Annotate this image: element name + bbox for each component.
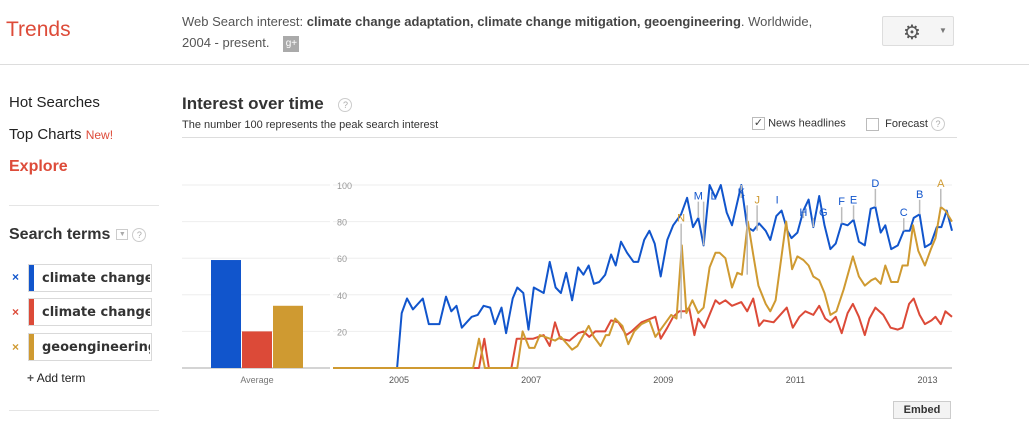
query-description: Web Search interest: climate change adap… (182, 11, 852, 53)
chevron-down-icon: ▼ (939, 26, 947, 35)
interest-over-time-title: Interest over time (182, 94, 324, 113)
series-line (333, 206, 953, 369)
nav-explore[interactable]: Explore (9, 158, 68, 175)
news-annotation-marker: K (738, 187, 746, 199)
average-bar (273, 305, 303, 368)
y-tick-label: 40 (337, 291, 347, 301)
term-color-swatch (29, 299, 34, 325)
gear-icon: ⚙ (903, 22, 921, 44)
news-label: News headlines (768, 117, 846, 130)
y-tick-label: 100 (337, 181, 352, 191)
news-annotation-marker: E (850, 194, 857, 206)
new-badge: New! (85, 128, 114, 142)
embed-button[interactable]: Embed (893, 401, 951, 419)
y-tick-label: 60 (337, 254, 347, 264)
desc-prefix: Web Search interest: (182, 14, 307, 29)
x-tick-label: 2009 (653, 375, 673, 385)
x-tick-label: 2011 (786, 375, 805, 385)
nav-hot-searches[interactable]: Hot Searches (9, 94, 100, 111)
news-headlines-toggle[interactable]: ✓ News headlines (752, 117, 846, 130)
google-plus-icon[interactable]: g+ (283, 35, 300, 52)
x-tick-label: 2005 (389, 375, 409, 385)
desc-period: 2004 - present. (182, 35, 270, 50)
settings-button[interactable]: ⚙ ▼ (882, 16, 954, 46)
series-line (333, 297, 953, 369)
bar-category-label: Average (240, 375, 273, 385)
average-bar (242, 331, 272, 368)
news-annotation-marker: N (677, 213, 685, 225)
search-term-input[interactable]: climate change mitigation (28, 298, 152, 326)
help-icon[interactable]: ? (338, 97, 353, 112)
y-tick-label: 20 (337, 327, 347, 337)
remove-term-icon[interactable]: × (12, 270, 20, 284)
help-icon[interactable]: ? (930, 117, 945, 131)
term-label: climate change adaptation (42, 271, 150, 286)
y-tick-label: 80 (337, 218, 347, 228)
search-terms-label: Search terms (9, 226, 111, 243)
help-icon[interactable]: ? (132, 227, 147, 242)
news-annotation-marker: D (871, 178, 879, 190)
section-subtitle: The number 100 represents the peak searc… (182, 119, 439, 131)
add-term-label: Add term (36, 371, 86, 385)
news-annotation-marker: B (916, 189, 923, 201)
sidebar-divider (9, 205, 159, 206)
x-tick-label: 2013 (918, 375, 938, 385)
term-label: geoengineering (42, 340, 150, 355)
news-annotation-marker: A (937, 178, 945, 190)
search-terms-heading: Search terms ▼? (9, 226, 147, 244)
forecast-toggle[interactable]: Forecast ? (866, 117, 945, 131)
series-line (333, 184, 953, 369)
search-term-input[interactable]: climate change adaptation (28, 264, 152, 292)
news-annotation-marker: L (711, 191, 717, 203)
news-annotation-marker: I (776, 194, 779, 206)
remove-term-icon[interactable]: × (12, 340, 20, 354)
dropdown-icon[interactable]: ▼ (116, 229, 129, 241)
section-title: Interest over time ? (182, 94, 353, 114)
search-term-input[interactable]: geoengineering (28, 333, 152, 361)
desc-suffix: . Worldwide, (740, 14, 813, 29)
news-checkbox[interactable]: ✓ (752, 117, 765, 130)
news-annotation-marker: H (799, 207, 807, 219)
forecast-checkbox[interactable] (866, 117, 879, 131)
forecast-label: Forecast (885, 117, 928, 130)
news-annotation-marker: G (819, 207, 828, 219)
nav-top-charts[interactable]: Top Charts New! (9, 126, 113, 143)
news-annotation-marker: F (838, 196, 845, 208)
news-annotation-marker: C (900, 207, 908, 219)
top-charts-label: Top Charts (9, 126, 82, 143)
add-term-button[interactable]: + Add term (27, 371, 85, 385)
remove-term-icon[interactable]: × (12, 305, 20, 319)
plus-icon: + (27, 371, 35, 385)
news-annotation-marker: J (754, 194, 760, 206)
sidebar-divider (9, 410, 159, 411)
average-bar (211, 260, 241, 368)
desc-terms: climate change adaptation, climate chang… (306, 14, 741, 29)
term-color-swatch (29, 265, 34, 291)
section-divider (182, 137, 957, 138)
header-divider (0, 64, 1029, 65)
x-tick-label: 2007 (521, 375, 541, 385)
trends-logo[interactable]: Trends (6, 18, 71, 41)
term-color-swatch (29, 334, 34, 360)
term-label: climate change mitigation (42, 305, 150, 320)
news-annotation-marker: M (694, 191, 703, 203)
